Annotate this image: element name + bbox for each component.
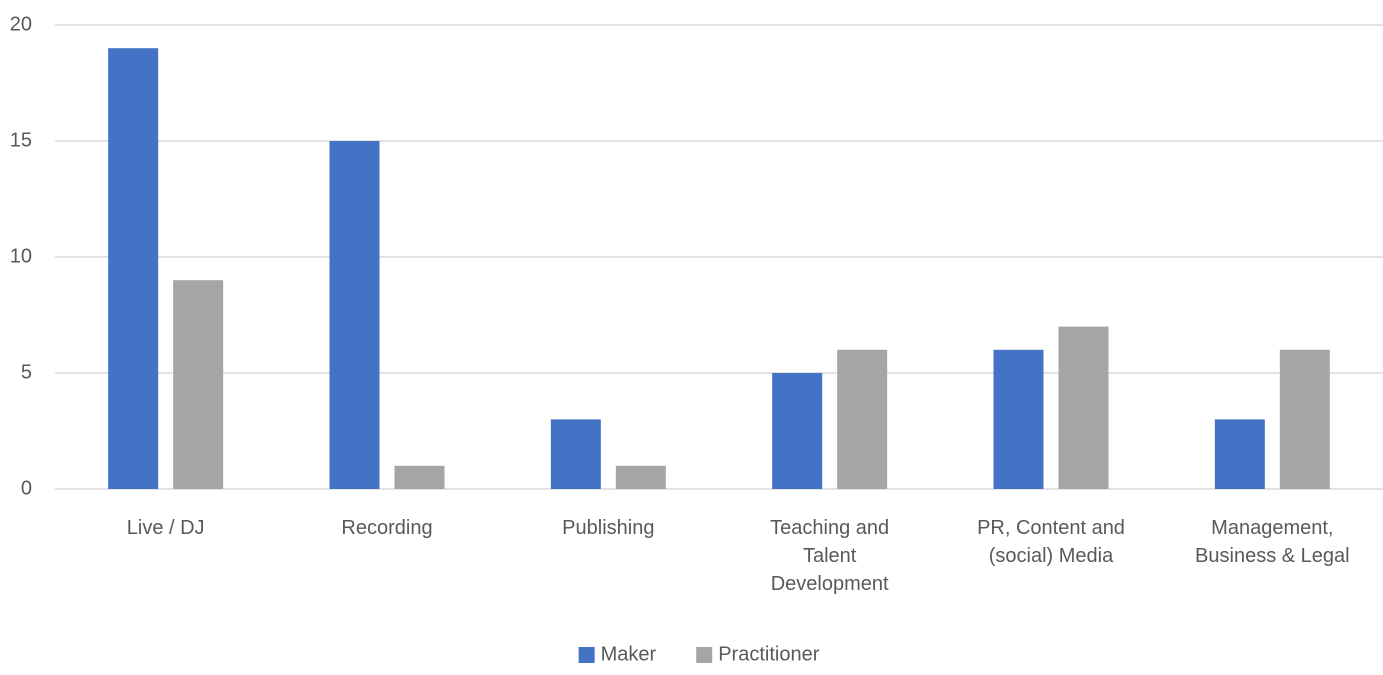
bar bbox=[550, 419, 601, 489]
x-tick-label: Publishing bbox=[562, 517, 654, 539]
y-tick-label: 0 bbox=[21, 477, 32, 499]
bar bbox=[329, 141, 380, 489]
x-tick-label: Recording bbox=[341, 517, 432, 539]
bar bbox=[1279, 349, 1330, 489]
legend-swatch bbox=[578, 647, 595, 663]
bar bbox=[993, 349, 1044, 489]
y-tick-label: 20 bbox=[10, 13, 32, 35]
y-tick-label: 5 bbox=[21, 361, 32, 383]
bar bbox=[772, 373, 823, 489]
legend-swatch bbox=[696, 647, 713, 663]
y-tick-label: 10 bbox=[10, 245, 32, 267]
legend-label: Practitioner bbox=[718, 643, 819, 665]
legend-label: Maker bbox=[601, 643, 657, 665]
x-tick-label: Management, Business & Legal bbox=[1195, 517, 1350, 567]
bar bbox=[394, 465, 445, 489]
x-tick-label: PR, Content and (social) Media bbox=[977, 517, 1125, 567]
x-tick-label: Teaching and Talent Development bbox=[770, 517, 889, 595]
bar bbox=[173, 280, 224, 489]
bar bbox=[108, 48, 159, 489]
bar bbox=[837, 349, 888, 489]
x-tick-label: Live / DJ bbox=[127, 517, 205, 539]
y-tick-label: 15 bbox=[10, 129, 32, 151]
bar bbox=[1058, 326, 1109, 489]
bar bbox=[615, 465, 666, 489]
bar bbox=[1214, 419, 1265, 489]
